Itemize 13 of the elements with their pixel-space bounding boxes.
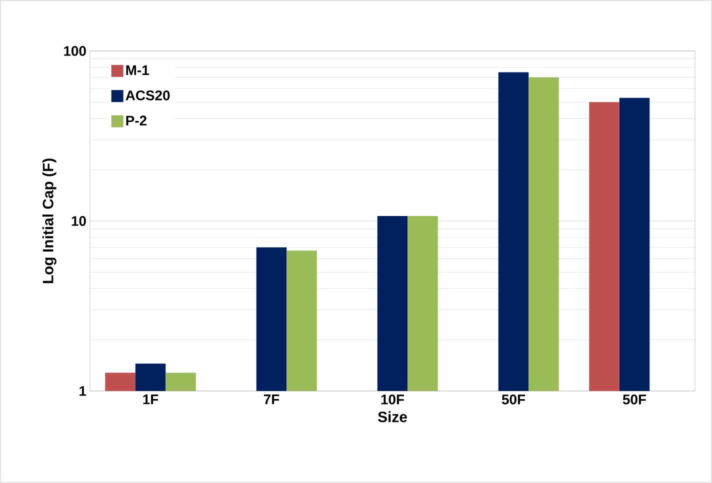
legend-label: M-1 (126, 65, 149, 75)
x-tick-label: 10F (381, 394, 404, 404)
y-axis-title: Log Initial Cap (F) (42, 158, 56, 284)
y-tick-label: 100 (64, 46, 86, 56)
x-tick-label: 7F (264, 394, 280, 404)
legend-label: P-2 (126, 116, 146, 126)
legend-label: ACS20 (126, 90, 170, 100)
x-tick-label: 1F (143, 394, 158, 404)
x-tick-label: 50F (622, 394, 646, 404)
y-tick-label: 10 (72, 216, 86, 226)
x-axis-title: Size (378, 411, 407, 422)
y-tick-label: 1 (80, 386, 86, 396)
x-tick-label: 50F (502, 394, 526, 404)
